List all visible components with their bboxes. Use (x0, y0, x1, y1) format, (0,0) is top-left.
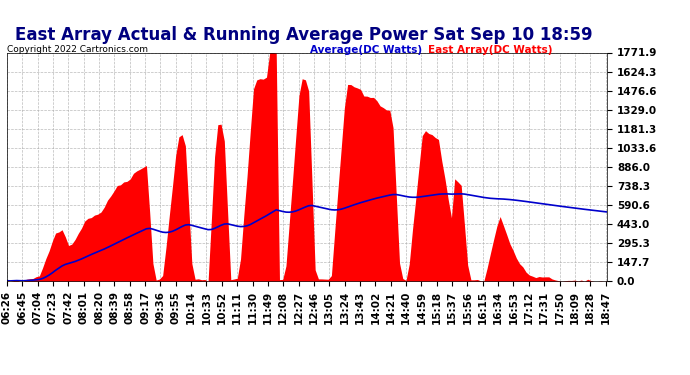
Text: Average(DC Watts): Average(DC Watts) (310, 45, 422, 55)
Text: East Array(DC Watts): East Array(DC Watts) (428, 45, 552, 55)
Text: Copyright 2022 Cartronics.com: Copyright 2022 Cartronics.com (7, 45, 148, 54)
Text: East Array Actual & Running Average Power Sat Sep 10 18:59: East Array Actual & Running Average Powe… (14, 26, 593, 44)
